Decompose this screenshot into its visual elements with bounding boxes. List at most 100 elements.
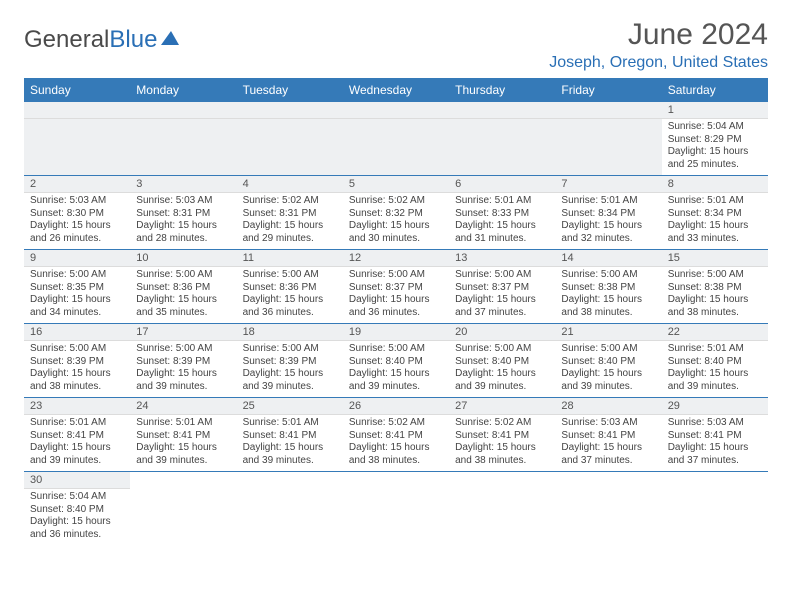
sunset-text: Sunset: 8:34 PM: [668, 208, 762, 221]
day-number: 17: [130, 324, 236, 341]
daylight-text: and 25 minutes.: [668, 159, 762, 172]
title-block: June 2024 Joseph, Oregon, United States: [549, 18, 768, 72]
sunrise-text: Sunrise: 5:01 AM: [136, 417, 230, 430]
sunset-text: Sunset: 8:41 PM: [561, 430, 655, 443]
sunrise-text: Sunrise: 5:02 AM: [243, 195, 337, 208]
daylight-text: and 38 minutes.: [349, 455, 443, 468]
daylight-text: and 29 minutes.: [243, 233, 337, 246]
day-body: Sunrise: 5:03 AMSunset: 8:41 PMDaylight:…: [555, 415, 661, 471]
daylight-text: and 39 minutes.: [455, 381, 549, 394]
day-number: 23: [24, 398, 130, 415]
day-body: Sunrise: 5:02 AMSunset: 8:41 PMDaylight:…: [343, 415, 449, 471]
daylight-text: and 39 minutes.: [243, 381, 337, 394]
daylight-text: and 36 minutes.: [30, 529, 124, 542]
calendar-head: Sunday Monday Tuesday Wednesday Thursday…: [24, 78, 768, 102]
daylight-text: and 38 minutes.: [455, 455, 549, 468]
calendar-cell: 27Sunrise: 5:02 AMSunset: 8:41 PMDayligh…: [449, 398, 555, 472]
calendar-cell: 13Sunrise: 5:00 AMSunset: 8:37 PMDayligh…: [449, 250, 555, 324]
calendar-page: GeneralBlue June 2024 Joseph, Oregon, Un…: [0, 0, 792, 545]
calendar-row: 23Sunrise: 5:01 AMSunset: 8:41 PMDayligh…: [24, 398, 768, 472]
calendar-cell: [343, 472, 449, 546]
sunset-text: Sunset: 8:30 PM: [30, 208, 124, 221]
daylight-text: Daylight: 15 hours: [561, 220, 655, 233]
sunrise-text: Sunrise: 5:01 AM: [561, 195, 655, 208]
calendar-cell: [555, 472, 661, 546]
daylight-text: and 39 minutes.: [136, 381, 230, 394]
calendar-body: 1Sunrise: 5:04 AMSunset: 8:29 PMDaylight…: [24, 102, 768, 545]
day-number: 9: [24, 250, 130, 267]
day-number: 29: [662, 398, 768, 415]
day-number: 13: [449, 250, 555, 267]
day-body: Sunrise: 5:00 AMSunset: 8:35 PMDaylight:…: [24, 267, 130, 323]
day-number: 8: [662, 176, 768, 193]
sunrise-text: Sunrise: 5:04 AM: [30, 491, 124, 504]
day-number: 18: [237, 324, 343, 341]
daylight-text: Daylight: 15 hours: [136, 442, 230, 455]
calendar-cell: 29Sunrise: 5:03 AMSunset: 8:41 PMDayligh…: [662, 398, 768, 472]
col-saturday: Saturday: [662, 78, 768, 102]
logo-text-2: Blue: [109, 26, 157, 54]
daylight-text: and 34 minutes.: [30, 307, 124, 320]
sunrise-text: Sunrise: 5:03 AM: [561, 417, 655, 430]
calendar-cell: 28Sunrise: 5:03 AMSunset: 8:41 PMDayligh…: [555, 398, 661, 472]
sunrise-text: Sunrise: 5:00 AM: [243, 269, 337, 282]
sunset-text: Sunset: 8:37 PM: [349, 282, 443, 295]
daylight-text: and 33 minutes.: [668, 233, 762, 246]
daylight-text: Daylight: 15 hours: [30, 442, 124, 455]
sunset-text: Sunset: 8:41 PM: [243, 430, 337, 443]
sunrise-text: Sunrise: 5:00 AM: [349, 343, 443, 356]
daylight-text: Daylight: 15 hours: [668, 294, 762, 307]
sunrise-text: Sunrise: 5:01 AM: [668, 343, 762, 356]
calendar-cell: 1Sunrise: 5:04 AMSunset: 8:29 PMDaylight…: [662, 102, 768, 176]
calendar-row: 30Sunrise: 5:04 AMSunset: 8:40 PMDayligh…: [24, 472, 768, 546]
sunset-text: Sunset: 8:40 PM: [30, 504, 124, 517]
day-body: Sunrise: 5:03 AMSunset: 8:30 PMDaylight:…: [24, 193, 130, 249]
daylight-text: and 28 minutes.: [136, 233, 230, 246]
daylight-text: and 39 minutes.: [30, 455, 124, 468]
daylight-text: and 32 minutes.: [561, 233, 655, 246]
calendar-cell: 22Sunrise: 5:01 AMSunset: 8:40 PMDayligh…: [662, 324, 768, 398]
daylight-text: Daylight: 15 hours: [668, 442, 762, 455]
daylight-text: and 35 minutes.: [136, 307, 230, 320]
sunset-text: Sunset: 8:34 PM: [561, 208, 655, 221]
daylight-text: Daylight: 15 hours: [243, 368, 337, 381]
daylight-text: Daylight: 15 hours: [455, 294, 549, 307]
sunrise-text: Sunrise: 5:01 AM: [30, 417, 124, 430]
calendar-row: 1Sunrise: 5:04 AMSunset: 8:29 PMDaylight…: [24, 102, 768, 176]
day-body: Sunrise: 5:00 AMSunset: 8:36 PMDaylight:…: [237, 267, 343, 323]
daylight-text: Daylight: 15 hours: [668, 146, 762, 159]
day-body: Sunrise: 5:01 AMSunset: 8:34 PMDaylight:…: [555, 193, 661, 249]
sunset-text: Sunset: 8:39 PM: [243, 356, 337, 369]
sunrise-text: Sunrise: 5:03 AM: [136, 195, 230, 208]
day-number: 12: [343, 250, 449, 267]
daylight-text: Daylight: 15 hours: [136, 220, 230, 233]
sunrise-text: Sunrise: 5:00 AM: [136, 269, 230, 282]
daylight-text: and 37 minutes.: [455, 307, 549, 320]
day-number: 3: [130, 176, 236, 193]
calendar-cell: 15Sunrise: 5:00 AMSunset: 8:38 PMDayligh…: [662, 250, 768, 324]
day-body: Sunrise: 5:00 AMSunset: 8:38 PMDaylight:…: [662, 267, 768, 323]
daylight-text: Daylight: 15 hours: [561, 442, 655, 455]
daylight-text: and 31 minutes.: [455, 233, 549, 246]
daylight-text: and 37 minutes.: [561, 455, 655, 468]
day-number: 10: [130, 250, 236, 267]
calendar-row: 16Sunrise: 5:00 AMSunset: 8:39 PMDayligh…: [24, 324, 768, 398]
col-thursday: Thursday: [449, 78, 555, 102]
sunrise-text: Sunrise: 5:00 AM: [668, 269, 762, 282]
day-number: 28: [555, 398, 661, 415]
sunset-text: Sunset: 8:38 PM: [668, 282, 762, 295]
day-body: Sunrise: 5:01 AMSunset: 8:41 PMDaylight:…: [24, 415, 130, 471]
calendar-cell: 12Sunrise: 5:00 AMSunset: 8:37 PMDayligh…: [343, 250, 449, 324]
daylight-text: and 37 minutes.: [668, 455, 762, 468]
sunrise-text: Sunrise: 5:02 AM: [349, 195, 443, 208]
calendar-cell: 23Sunrise: 5:01 AMSunset: 8:41 PMDayligh…: [24, 398, 130, 472]
sunset-text: Sunset: 8:36 PM: [136, 282, 230, 295]
calendar-cell: [130, 102, 236, 176]
daylight-text: Daylight: 15 hours: [455, 442, 549, 455]
daylight-text: Daylight: 15 hours: [30, 294, 124, 307]
sunset-text: Sunset: 8:32 PM: [349, 208, 443, 221]
day-body: Sunrise: 5:02 AMSunset: 8:41 PMDaylight:…: [449, 415, 555, 471]
calendar-cell: 19Sunrise: 5:00 AMSunset: 8:40 PMDayligh…: [343, 324, 449, 398]
calendar-row: 2Sunrise: 5:03 AMSunset: 8:30 PMDaylight…: [24, 176, 768, 250]
sunrise-text: Sunrise: 5:00 AM: [455, 269, 549, 282]
